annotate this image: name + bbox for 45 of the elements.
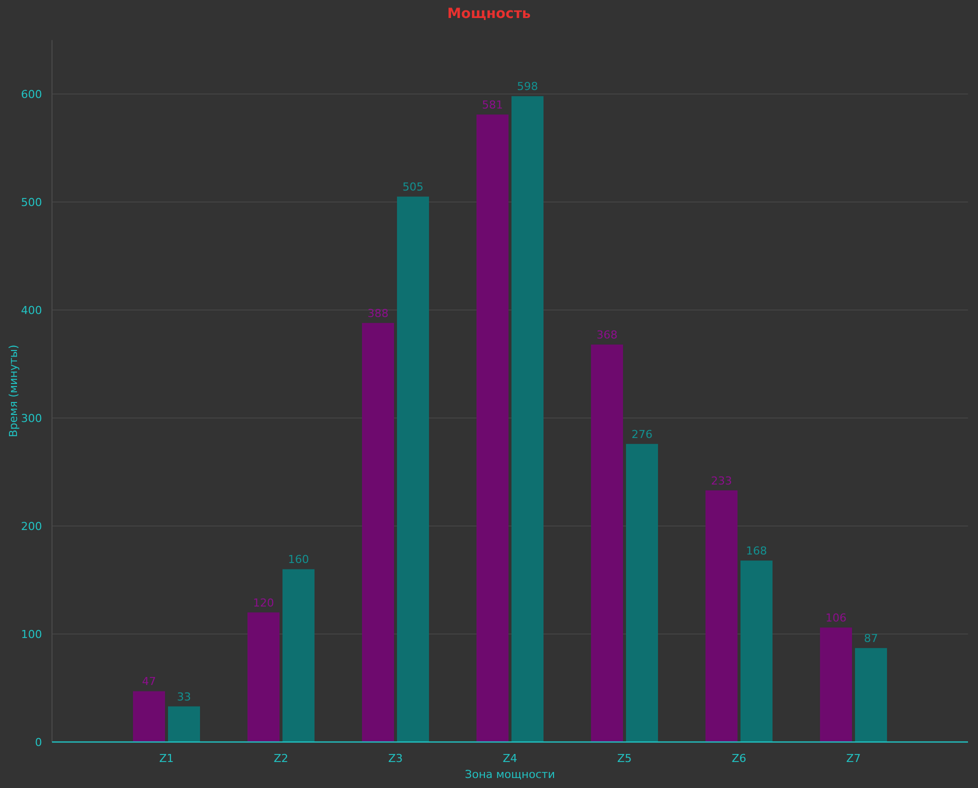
- data-label: 368: [596, 328, 618, 342]
- y-tick-label: 300: [21, 412, 42, 425]
- bar: [133, 691, 165, 742]
- y-tick-label: 600: [21, 88, 42, 101]
- bar: [512, 96, 544, 742]
- bar: [248, 612, 280, 742]
- x-axis-title: Зона мощности: [464, 768, 556, 781]
- bar: [591, 344, 623, 742]
- x-tick-label: Z3: [388, 752, 403, 765]
- data-label: 233: [711, 474, 732, 488]
- bar: [706, 490, 738, 742]
- data-label: 47: [142, 675, 156, 688]
- y-tick-label: 400: [21, 304, 42, 317]
- y-tick-label: 100: [21, 628, 42, 641]
- chart-title: Мощность: [447, 6, 531, 22]
- bar: [626, 444, 658, 742]
- bar: [476, 114, 508, 742]
- x-tick-label: Z1: [159, 752, 174, 765]
- data-label: 505: [402, 180, 424, 194]
- data-label: 388: [368, 306, 388, 320]
- data-label: 33: [177, 690, 191, 704]
- data-label: 581: [482, 98, 503, 112]
- x-tick-label: Z6: [732, 752, 746, 765]
- x-tick-label: Z4: [502, 752, 518, 765]
- data-label: 87: [864, 632, 878, 646]
- data-label: 106: [826, 612, 846, 625]
- y-tick-label: 500: [21, 196, 42, 209]
- x-tick-label: Z7: [846, 752, 861, 765]
- y-tick-label: 0: [35, 736, 42, 749]
- y-axis-title: Время (минуты): [7, 344, 20, 438]
- x-tick-label: Z5: [617, 752, 632, 765]
- data-label: 160: [288, 553, 309, 566]
- data-label: 120: [253, 596, 274, 610]
- data-label: 276: [632, 428, 652, 441]
- bar: [282, 569, 314, 742]
- bar: [362, 322, 394, 742]
- bar: [740, 560, 772, 742]
- bar: [397, 196, 429, 742]
- data-label: 168: [746, 544, 767, 558]
- bar: [855, 648, 887, 742]
- x-tick-label: Z2: [274, 752, 288, 765]
- bar: [820, 628, 852, 742]
- data-label: 598: [517, 80, 538, 94]
- y-tick-label: 200: [21, 520, 42, 533]
- bar: [168, 706, 200, 742]
